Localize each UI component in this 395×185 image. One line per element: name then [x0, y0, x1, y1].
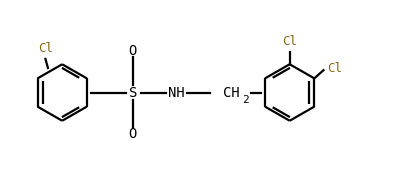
Text: NH: NH — [167, 85, 184, 100]
Text: O: O — [129, 127, 137, 141]
Text: Cl: Cl — [282, 35, 297, 48]
Text: CH: CH — [223, 85, 240, 100]
Text: 2: 2 — [243, 95, 249, 105]
Text: S: S — [129, 85, 137, 100]
Text: Cl: Cl — [38, 42, 53, 55]
Text: O: O — [129, 44, 137, 58]
Text: Cl: Cl — [327, 62, 342, 75]
